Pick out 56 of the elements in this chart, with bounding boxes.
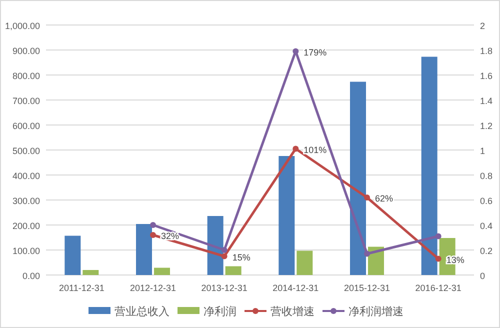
point	[364, 194, 370, 200]
legend-label: 净利润	[204, 305, 236, 318]
y2-tick-label: 0.2	[480, 246, 493, 256]
x-tick-label: 2015-12-31	[344, 283, 390, 293]
bar	[82, 270, 99, 275]
y-tick-label: 600.00	[12, 121, 40, 131]
y2-tick-label: 0	[480, 271, 486, 281]
y-tick-label: 400.00	[12, 171, 40, 181]
point	[435, 256, 442, 262]
y-tick-label: 1,000.00	[4, 21, 40, 31]
bar	[154, 268, 170, 275]
x-tick-label: 2016-12-31	[415, 283, 462, 293]
y-tick-label: 0.00	[22, 271, 40, 281]
point	[435, 233, 442, 240]
point	[221, 253, 228, 260]
bar	[64, 236, 81, 275]
legend-label: 营收增速	[270, 305, 314, 318]
y-tick-label: 500.00	[12, 146, 40, 156]
y-tick-label: 300.00	[12, 196, 40, 206]
data-label: 101%	[304, 144, 327, 155]
x-tick-label: 2014-12-31	[272, 283, 319, 293]
y2-tick-label: 2	[480, 21, 486, 31]
point	[221, 247, 228, 253]
bar	[136, 224, 152, 275]
x-tick-label: 2012-12-31	[130, 283, 176, 293]
y-tick-label: 700.00	[12, 96, 40, 106]
point	[150, 232, 156, 238]
y2-tick-label: 0.8	[480, 171, 493, 181]
y2-tick-label: 1.8	[480, 46, 493, 56]
legend-label: 净利润增速	[348, 305, 404, 318]
point	[292, 146, 299, 152]
point	[364, 250, 370, 257]
y-tick-label: 800.00	[12, 71, 40, 81]
y2-tick-label: 1.4	[480, 96, 493, 106]
bar	[278, 156, 295, 275]
y-tick-label: 200.00	[12, 221, 40, 231]
y-tick-label: 900.00	[12, 46, 40, 56]
data-label: 179%	[304, 47, 327, 58]
bar	[421, 56, 438, 275]
bar	[225, 266, 242, 275]
y2-tick-label: 0.4	[480, 221, 493, 231]
data-label: 32%	[161, 231, 180, 241]
point	[150, 222, 156, 228]
bar	[350, 82, 366, 275]
x-tick-label: 2011-12-31	[58, 283, 104, 293]
data-label: 62%	[375, 194, 394, 204]
x-tick-label: 2013-12-31	[201, 283, 248, 293]
y2-tick-label: 0.6	[480, 196, 493, 206]
bar	[207, 216, 224, 275]
legend-label: 营业总收入	[114, 305, 170, 318]
y2-tick-label: 1.2	[480, 121, 493, 131]
bar	[296, 250, 313, 275]
data-label: 15%	[232, 252, 250, 262]
y2-tick-label: 1.6	[480, 71, 493, 81]
y-tick-label: 100.00	[12, 246, 40, 256]
y2-tick-label: 1	[480, 146, 486, 156]
